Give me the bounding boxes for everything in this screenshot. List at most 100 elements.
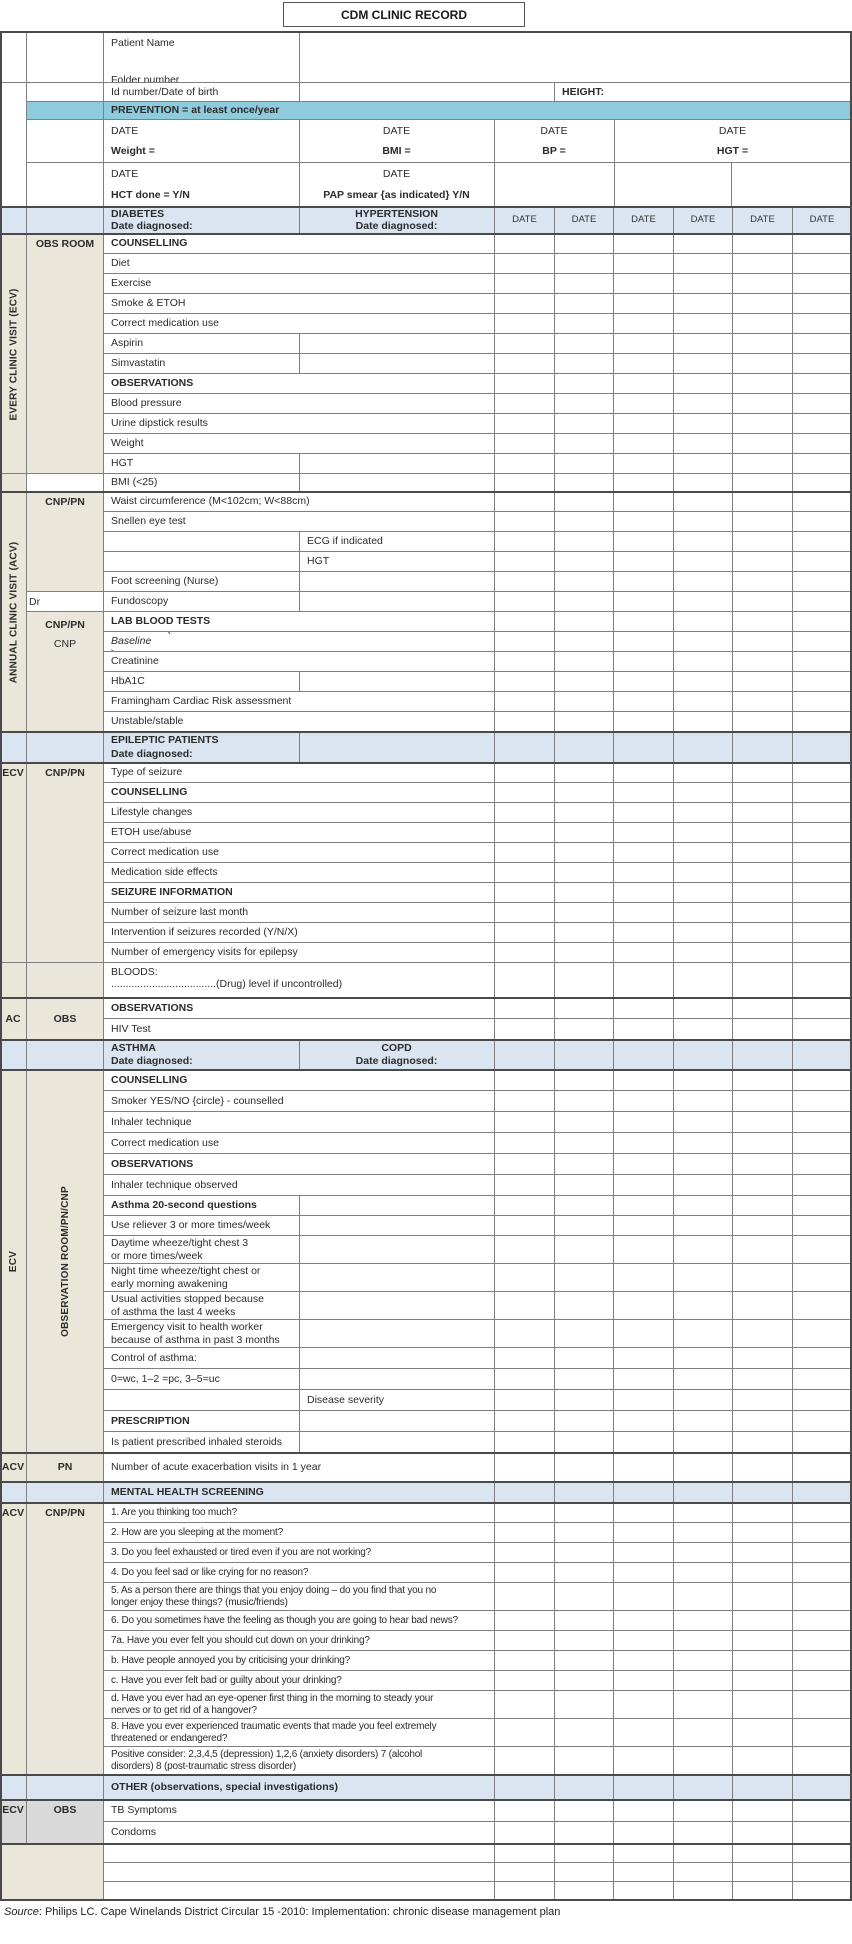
weight-date-col-2 [614, 434, 674, 454]
condoms-cell-0: Condoms [104, 1822, 495, 1844]
usual-activities-date-col-2 [614, 1292, 674, 1320]
fundoscopy-date-col-1 [555, 592, 614, 612]
inhaler-technique-observed-date-col-1 [555, 1175, 614, 1196]
disease-severity-date-col-1 [555, 1390, 614, 1411]
urine-dipstick-date-col-1 [555, 414, 614, 434]
mh-q2-date-col-4 [733, 1523, 793, 1543]
usual-activities-cell-0: Usual activities stopped because of asth… [104, 1292, 300, 1320]
rail-B-row-31 [27, 732, 104, 763]
lab-blood-tests-date-col-5 [793, 612, 852, 632]
section-separator [0, 1069, 852, 1071]
asthma-copd-header-cell-1-line-1: Date diagnosed: [355, 1055, 438, 1068]
cholesterol-date-col-3 [674, 632, 733, 652]
foot-screening-date-col-5 [793, 572, 852, 592]
section-separator [0, 206, 852, 208]
cholesterol-italic: Baseline [111, 635, 152, 648]
inhaled-steroids-date-col-0 [495, 1432, 555, 1453]
intervention-seizures-cell-0: Intervention if seizures recorded (Y/N/X… [104, 923, 495, 943]
daytime-wheeze-date-col-1 [555, 1236, 614, 1264]
hgt-annual-date-col-2 [614, 552, 674, 572]
mh-q8-cell-0: 8. Have you ever experienced traumatic e… [104, 1719, 495, 1747]
prevention-weight-cell-1-line-0: DATE [382, 124, 411, 137]
hba1c-date-col-1 [555, 672, 614, 692]
mh-q6-date-col-3 [674, 1611, 733, 1631]
observations-1-cell-0: OBSERVATIONS [104, 374, 495, 394]
rail-B-row-42 [27, 963, 104, 998]
creatinine-cell-0: Creatinine [104, 652, 495, 672]
section-separator [0, 1502, 852, 1504]
epileptic-header-date-col-5 [793, 732, 852, 763]
rail-A-row-1 [0, 83, 27, 207]
blood-pressure-cell-0: Blood pressure [104, 394, 495, 414]
mh-q6-date-col-4 [733, 1611, 793, 1631]
section-separator [0, 1843, 852, 1845]
night-wheeze-date-col-5 [793, 1264, 852, 1292]
epileptic-header-date-col-2 [614, 732, 674, 763]
mh-q3-date-col-4 [733, 1543, 793, 1563]
cholesterol-date-col-4 [733, 632, 793, 652]
urine-dipstick-date-col-3 [674, 414, 733, 434]
epileptic-header-date-col-3 [674, 732, 733, 763]
cholesterol-date-col-1 [555, 632, 614, 652]
lifestyle-changes-date-col-1 [555, 803, 614, 823]
correct-medication-3-date-col-4 [733, 1133, 793, 1154]
empty-1-date-col-4 [733, 1844, 793, 1863]
other-header-cell-0: OTHER (observations, special investigati… [104, 1775, 495, 1800]
simvastatin-date-col-3 [674, 354, 733, 374]
night-wheeze-date-col-3 [674, 1264, 733, 1292]
counselling-2-date-col-5 [793, 783, 852, 803]
rail-label-line-1: CNP [53, 637, 77, 650]
empty-3-date-col-2 [614, 1882, 674, 1901]
control-scale-cell-1 [300, 1369, 495, 1390]
weight-date-col-3 [674, 434, 733, 454]
observations-3-date-col-2 [614, 1154, 674, 1175]
asthma-copd-header-date-col-2 [614, 1040, 674, 1070]
observations-1-date-col-2 [614, 374, 674, 394]
medication-side-effects-date-col-3 [674, 863, 733, 883]
empty-1-date-col-3 [674, 1844, 733, 1863]
mh-q7d-date-col-2 [614, 1691, 674, 1719]
hgt-annual-cell-1: HGT [300, 552, 495, 572]
mh-positive-date-col-1 [555, 1747, 614, 1775]
ecg-if-indicated-date-col-2 [614, 532, 674, 552]
mental-health-header-date-col-0 [495, 1482, 555, 1503]
daytime-wheeze-date-col-2 [614, 1236, 674, 1264]
counselling-2-date-col-3 [674, 783, 733, 803]
inhaler-technique-cell-0: Inhaler technique [104, 1112, 495, 1133]
aspirin-cell-1 [300, 334, 495, 354]
framingham-date-col-2 [614, 692, 674, 712]
mh-q7c-date-col-2 [614, 1671, 674, 1691]
mh-q7d-date-col-4 [733, 1691, 793, 1719]
observations-2-cell-0: OBSERVATIONS [104, 998, 495, 1019]
use-reliever-date-col-1 [555, 1216, 614, 1236]
diabetes-hypertension-header-cell-0: DIABETES Date diagnosed: [104, 207, 300, 234]
mh-q4-date-col-1 [555, 1563, 614, 1583]
prescription-date-col-2 [614, 1411, 674, 1432]
exercise-date-col-1 [555, 274, 614, 294]
condoms-date-col-1 [555, 1822, 614, 1844]
creatinine-date-col-0 [495, 652, 555, 672]
observations-3-date-col-4 [733, 1154, 793, 1175]
snellen-eye-test-date-col-3 [674, 512, 733, 532]
diabetes-hypertension-header-date-col-5: DATE [793, 207, 852, 234]
counselling-2-date-col-1 [555, 783, 614, 803]
fundoscopy-date-col-4 [733, 592, 793, 612]
emergency-visits-epilepsy-date-col-1 [555, 943, 614, 963]
observations-1-date-col-5 [793, 374, 852, 394]
use-reliever-date-col-0 [495, 1216, 555, 1236]
mh-positive-date-col-2 [614, 1747, 674, 1775]
rail-B-row-25: CNP/PN CNP [27, 612, 104, 732]
prescription-date-col-3 [674, 1411, 733, 1432]
ecg-if-indicated-cell-1: ECG if indicated [300, 532, 495, 552]
mh-q5-date-col-2 [614, 1583, 674, 1611]
rail-B-obs: OBS [27, 1800, 104, 1844]
hba1c-date-col-0 [495, 672, 555, 692]
inhaled-steroids-date-col-2 [614, 1432, 674, 1453]
inhaler-technique-date-col-2 [614, 1112, 674, 1133]
hiv-test-date-col-4 [733, 1019, 793, 1040]
emergency-visits-epilepsy-date-col-2 [614, 943, 674, 963]
empty-2-date-col-4 [733, 1863, 793, 1882]
mh-q2-cell-0: 2. How are you sleeping at the moment? [104, 1523, 495, 1543]
empty-1-date-col-5 [793, 1844, 852, 1863]
